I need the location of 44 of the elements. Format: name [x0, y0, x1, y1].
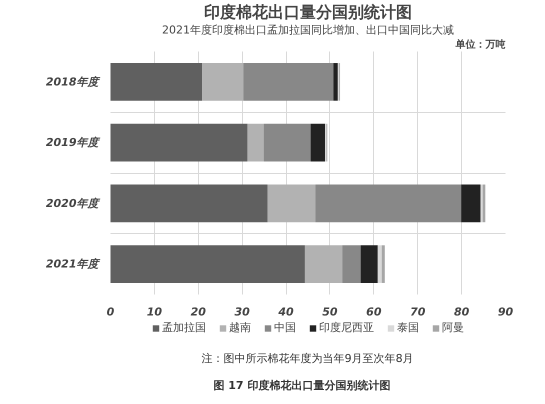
x-tick-label: 40 [277, 306, 294, 318]
bar [110, 124, 248, 162]
caption: 图 17 印度棉花出口量分国别统计图 [213, 379, 390, 392]
x-tick-label: 20 [190, 306, 206, 318]
bar [110, 63, 202, 101]
x-tick-label: 80 [454, 306, 470, 318]
x-tick-label: 90 [498, 306, 514, 318]
bar [482, 184, 486, 222]
bar [310, 124, 326, 162]
legend-label: 孟加拉国 [162, 320, 206, 335]
chart-title: 印度棉花出口量分国别统计图 [204, 2, 412, 22]
bar [342, 245, 361, 283]
legend-label: 印度尼西亚 [319, 320, 374, 335]
bar [304, 245, 342, 283]
x-tick-label: 0 [106, 306, 115, 318]
bar [360, 245, 378, 283]
y-tick-label: 2019年度 [46, 136, 100, 150]
x-tick-label: 50 [322, 306, 338, 318]
text: 注：图中所示棉花年度为当年9月至次年8月 [202, 352, 414, 365]
y-tick-label: 2020年度 [46, 196, 100, 210]
x-tick-label: 60 [366, 306, 382, 318]
legend-label: 中国 [274, 320, 296, 335]
bar [202, 63, 244, 101]
y-tick-label: 2021年度 [46, 258, 100, 271]
x-tick-label: 10 [146, 306, 162, 318]
x-tick-label: 30 [234, 306, 250, 318]
text: 单位：万吨 [454, 38, 506, 50]
legend-label: 阿曼 [442, 320, 464, 335]
chart-subtitle: 2021年度印度棉出口孟加拉国同比增加、出口中国同比大减 [162, 24, 454, 36]
bar [268, 184, 316, 222]
bar [264, 124, 311, 162]
bar [110, 184, 268, 222]
bar [243, 63, 334, 101]
bar [480, 184, 483, 222]
bar [382, 245, 385, 283]
bar [247, 124, 264, 162]
y-tick-label: 2018年度 [46, 75, 100, 88]
x-tick-label: 70 [410, 306, 426, 318]
bar [461, 184, 480, 222]
legend-label: 越南 [229, 320, 251, 335]
legend-label: 泰国 [397, 320, 419, 335]
bar [333, 63, 338, 101]
bar [110, 245, 305, 283]
bar [315, 184, 462, 222]
